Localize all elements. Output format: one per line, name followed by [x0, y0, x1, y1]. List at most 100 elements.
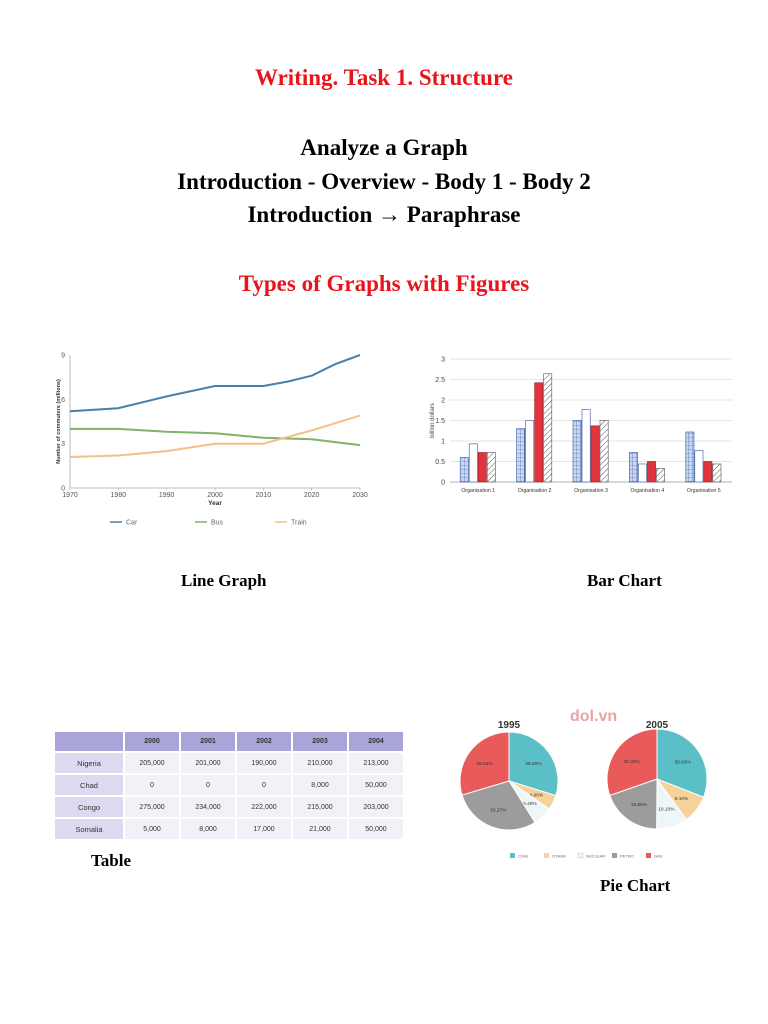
pie-slice	[606, 728, 658, 797]
table-cell: 17,000	[237, 819, 291, 839]
line-legend-label: Bus	[211, 520, 224, 527]
line-x-tick-label: 1990	[159, 492, 175, 499]
line-legend-label: Car	[126, 520, 138, 527]
bar	[468, 443, 478, 483]
line-x-axis-label: Year	[208, 500, 222, 507]
table-cell: 205,000	[125, 753, 179, 773]
table-row: Nigeria 205,000 201,000 190,000 210,000 213,0…	[55, 753, 403, 773]
table-row: Somalia 5,000 8,000 17,000 21,000 50,000	[55, 819, 403, 839]
pie-slice-label: 4.90%	[529, 792, 543, 798]
bar	[703, 461, 713, 483]
table-cell: 275,000	[125, 797, 179, 817]
table-cell: 201,000	[181, 753, 235, 773]
caption-table: Table	[91, 851, 132, 870]
table-cell: 8,000	[293, 775, 347, 795]
line-series-train	[69, 414, 361, 458]
table-cell: 8,000	[181, 819, 235, 839]
table-cell: 215,000	[293, 797, 347, 817]
pie-legend-swatch	[510, 853, 515, 858]
table-cell: 222,000	[237, 797, 291, 817]
pie-title: 2005	[646, 720, 669, 731]
pie-legend-swatch	[577, 852, 584, 859]
pie-legend-swatch	[544, 853, 549, 858]
bar-y-tick-label: 2	[441, 398, 445, 405]
table-row-header: Chad	[55, 775, 123, 795]
pie-slice-label: 6.40%	[523, 801, 537, 807]
bar	[525, 420, 535, 483]
pie-slice-label: 10.10%	[658, 807, 675, 813]
pie-chart: dol.vn 1995 29.80% 4.90% 6.40% 29.27% 29.63% 20…	[459, 708, 708, 859]
bar-y-axis-label: billion dollars	[430, 403, 436, 438]
table-row: Chad 0 0 0 8,000 50,000	[55, 775, 403, 795]
bar	[590, 425, 600, 483]
line-legend-label: Train	[291, 520, 307, 527]
table-cell: 234,000	[181, 797, 235, 817]
table-header-cell: 2000	[125, 732, 179, 751]
line-chart: 0 3 6 9 1970 1980 1990 2000 2010 2020 2030 Year Numb…	[56, 353, 368, 527]
pie-slice-label: 9.10%	[675, 796, 689, 802]
section-subtitle: Types of Graphs with Figures	[238, 271, 530, 296]
bar	[459, 457, 469, 483]
pie-slice-label: 29.63%	[476, 761, 493, 767]
table-cell: 0	[181, 775, 235, 795]
table-cell: 190,000	[237, 753, 291, 773]
line-y-axis-label: Number of commuters (millions)	[56, 379, 62, 464]
pie-legend-swatch	[646, 853, 651, 858]
heading-line-1: Analyze a Graph	[300, 135, 468, 160]
bar	[581, 409, 591, 483]
bar-category-label: Organisation 4	[631, 488, 665, 494]
pie-legend-label: COAL	[518, 854, 530, 859]
pie-slice	[656, 728, 708, 798]
bar	[638, 463, 647, 483]
pie-slice-label: 29.80%	[525, 761, 542, 767]
table-header-cell: 2002	[237, 732, 291, 751]
bar-y-tick-label: 0	[441, 480, 445, 487]
pie-slice-label: 29.27%	[490, 807, 507, 813]
bar	[685, 431, 695, 483]
bar	[647, 461, 656, 483]
bar	[534, 382, 544, 483]
table-cell: 0	[125, 775, 179, 795]
line-y-tick-label: 6	[61, 397, 65, 404]
bar	[629, 452, 638, 483]
page-title: Writing. Task 1. Structure	[255, 65, 513, 90]
bar-y-tick-label: 3	[441, 357, 445, 364]
table-header-cell: 2003	[293, 732, 347, 751]
line-x-tick-label: 2000	[207, 492, 223, 499]
pie-legend-label: PETRO	[620, 854, 634, 859]
pie-legend-swatch	[612, 853, 617, 858]
line-x-tick-label: 1980	[111, 492, 127, 499]
table-cell: 50,000	[349, 819, 403, 839]
table-row: Congo 275,000 234,000 222,000 215,000 203,000	[55, 797, 403, 817]
line-x-tick-label: 2020	[304, 492, 320, 499]
pie-slice-label: 30.93%	[674, 760, 691, 766]
table-header-cell: 2001	[181, 732, 235, 751]
line-x-tick-label: 2030	[352, 492, 368, 499]
bar	[712, 463, 722, 483]
bar-chart: 0 0.5 1 1.5 2 2.5 3 billion dollars Organisation…	[430, 357, 732, 494]
heading-line-3: Introduction → Paraphrase	[247, 202, 521, 227]
bar	[543, 373, 553, 483]
pie-slice	[508, 731, 559, 797]
bar	[516, 428, 526, 483]
pie-title: 1995	[498, 720, 521, 731]
pie-slice	[459, 731, 510, 796]
bar	[599, 420, 609, 483]
line-x-tick-label: 1970	[62, 492, 78, 499]
bar-y-tick-label: 1.5	[435, 418, 445, 425]
bar-y-tick-label: 2.5	[435, 377, 445, 384]
line-x-tick-label: 2010	[256, 492, 272, 499]
table-row-header: Somalia	[55, 819, 123, 839]
table-corner-cell	[55, 732, 123, 751]
table-cell: 203,000	[349, 797, 403, 817]
table-cell: 213,000	[349, 753, 403, 773]
table-row-header: Nigeria	[55, 753, 123, 773]
pie-legend-label: NUCLEAR	[586, 854, 605, 859]
pie-slice-label: 19.55%	[631, 802, 648, 808]
line-series-car	[69, 354, 361, 413]
line-y-tick-label: 0	[61, 486, 65, 493]
table-cell: 21,000	[293, 819, 347, 839]
bar-category-label: Organisation 5	[687, 488, 721, 494]
bar	[486, 452, 496, 483]
table-cell: 210,000	[293, 753, 347, 773]
